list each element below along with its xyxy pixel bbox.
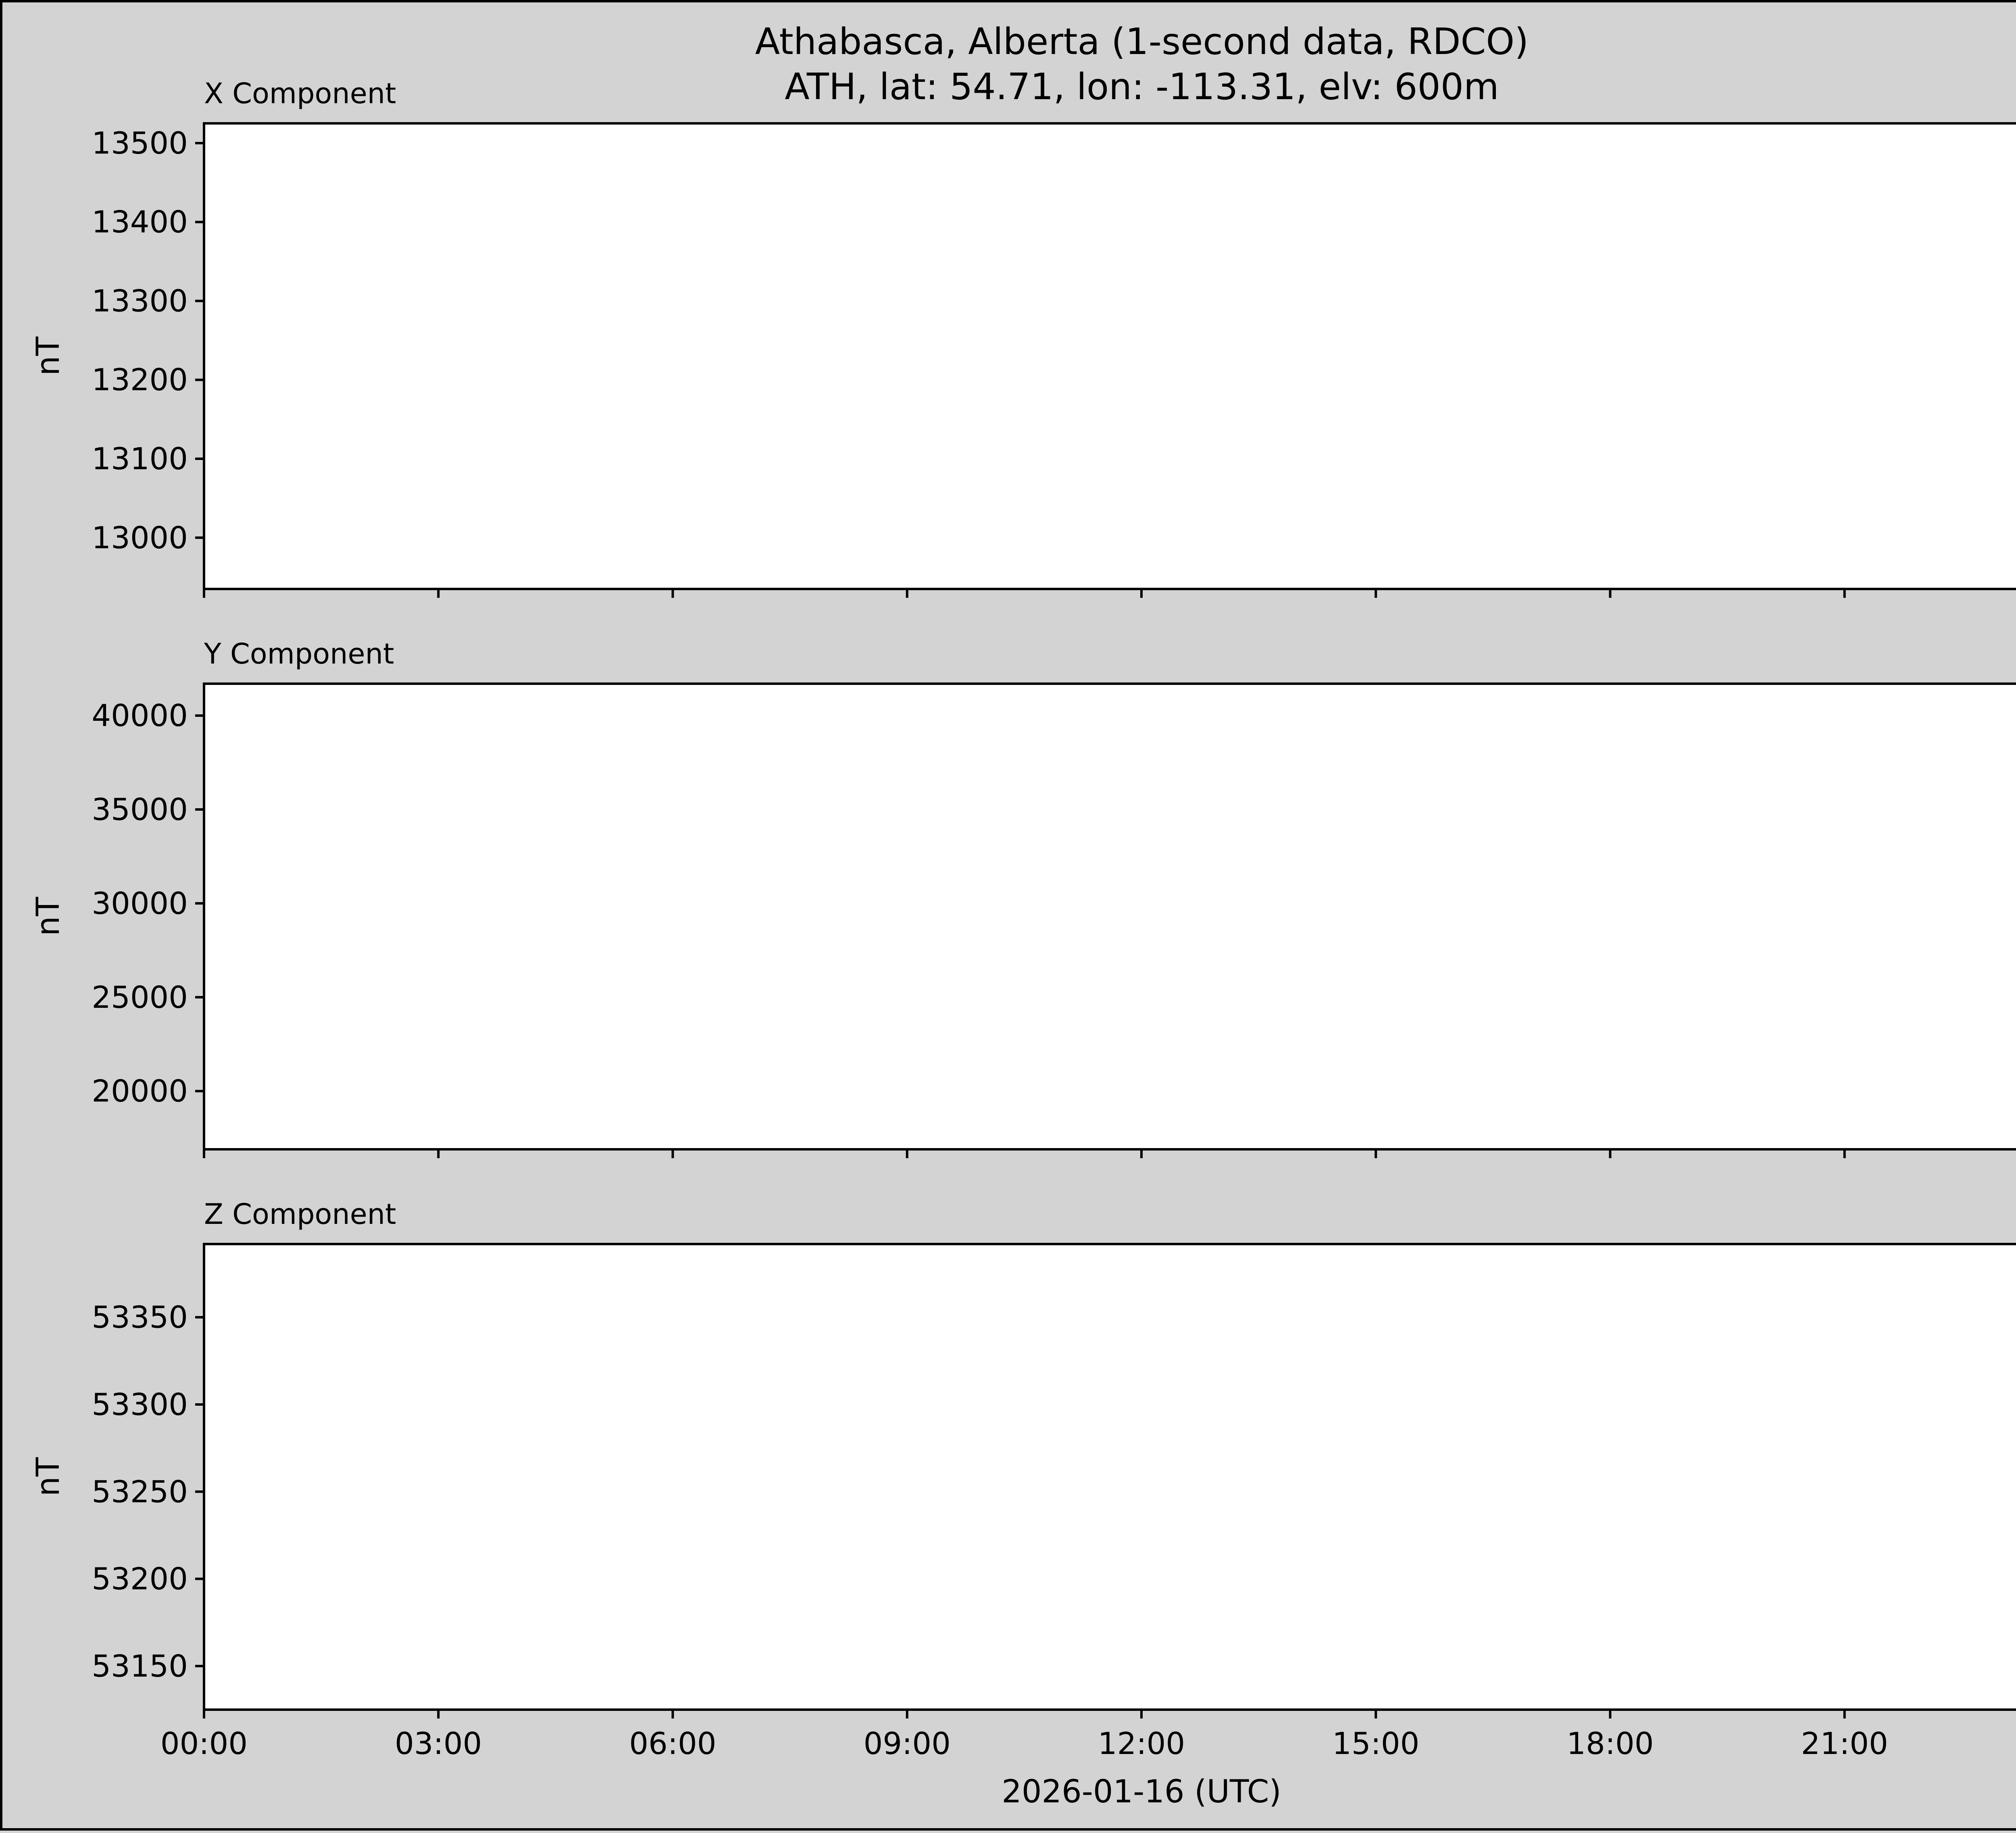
x-tick-label: 21:00 <box>1801 1726 1888 1761</box>
panel-1: 13000 13100 13200 13300 13400 13500 X Componen… <box>30 77 2016 598</box>
figure-title-line-2: ATH, lat: 54.71, lon: -113.31, elv: 600m <box>785 66 1499 108</box>
panel-title: X Component <box>204 77 396 110</box>
y-tick-label: 35000 <box>92 792 188 827</box>
y-tick-label: 53150 <box>92 1648 188 1684</box>
plot-frame <box>203 122 2016 590</box>
y-tick-label: 13300 <box>92 283 188 318</box>
y-tick-label: 13500 <box>92 125 188 161</box>
x-tick-label: 06:00 <box>629 1726 716 1761</box>
panel-title: Z Component <box>204 1198 396 1231</box>
y-tick-label: 20000 <box>92 1074 188 1109</box>
panel-2: 20000 25000 30000 35000 40000 Y Component nT <box>30 637 2016 1158</box>
y-tick-label: 40000 <box>92 698 188 733</box>
y-tick-label: 53200 <box>92 1561 188 1597</box>
y-tick-label: 13200 <box>92 362 188 397</box>
x-tick-label: 09:00 <box>864 1726 951 1761</box>
y-tick-label: 53350 <box>92 1300 188 1335</box>
y-tick-label: 13000 <box>92 520 188 556</box>
x-tick-label: 03:00 <box>395 1726 482 1761</box>
panel-3: 53150 53200 53250 53300 53350 00:00 03:00 06:00… <box>30 1198 2016 1810</box>
y-axis-label: nT <box>30 1457 67 1496</box>
y-tick-label: 53250 <box>92 1474 188 1509</box>
panels: 13000 13100 13200 13300 13400 13500 X Componen… <box>30 77 2016 1810</box>
y-tick-label: 30000 <box>92 886 188 921</box>
figure-title-line-1: Athabasca, Alberta (1-second data, RDCO) <box>755 21 1529 63</box>
y-tick-label: 13100 <box>92 441 188 476</box>
x-tick-label: 00:00 <box>160 1726 248 1761</box>
plot-frame <box>203 682 2016 1151</box>
y-tick-label: 13400 <box>92 204 188 240</box>
panel-title: Y Component <box>204 637 394 670</box>
plot-frame <box>203 1243 2016 1711</box>
x-tick-label: 18:00 <box>1566 1726 1654 1761</box>
y-tick-label: 25000 <box>92 980 188 1015</box>
y-axis-label: nT <box>30 897 67 936</box>
x-tick-label: 15:00 <box>1332 1726 1419 1761</box>
x-tick-label: 12:00 <box>1098 1726 1185 1761</box>
x-axis-label: 2026-01-16 (UTC) <box>1002 1774 1281 1810</box>
y-tick-label: 53300 <box>92 1387 188 1422</box>
y-axis-label: nT <box>30 337 67 376</box>
